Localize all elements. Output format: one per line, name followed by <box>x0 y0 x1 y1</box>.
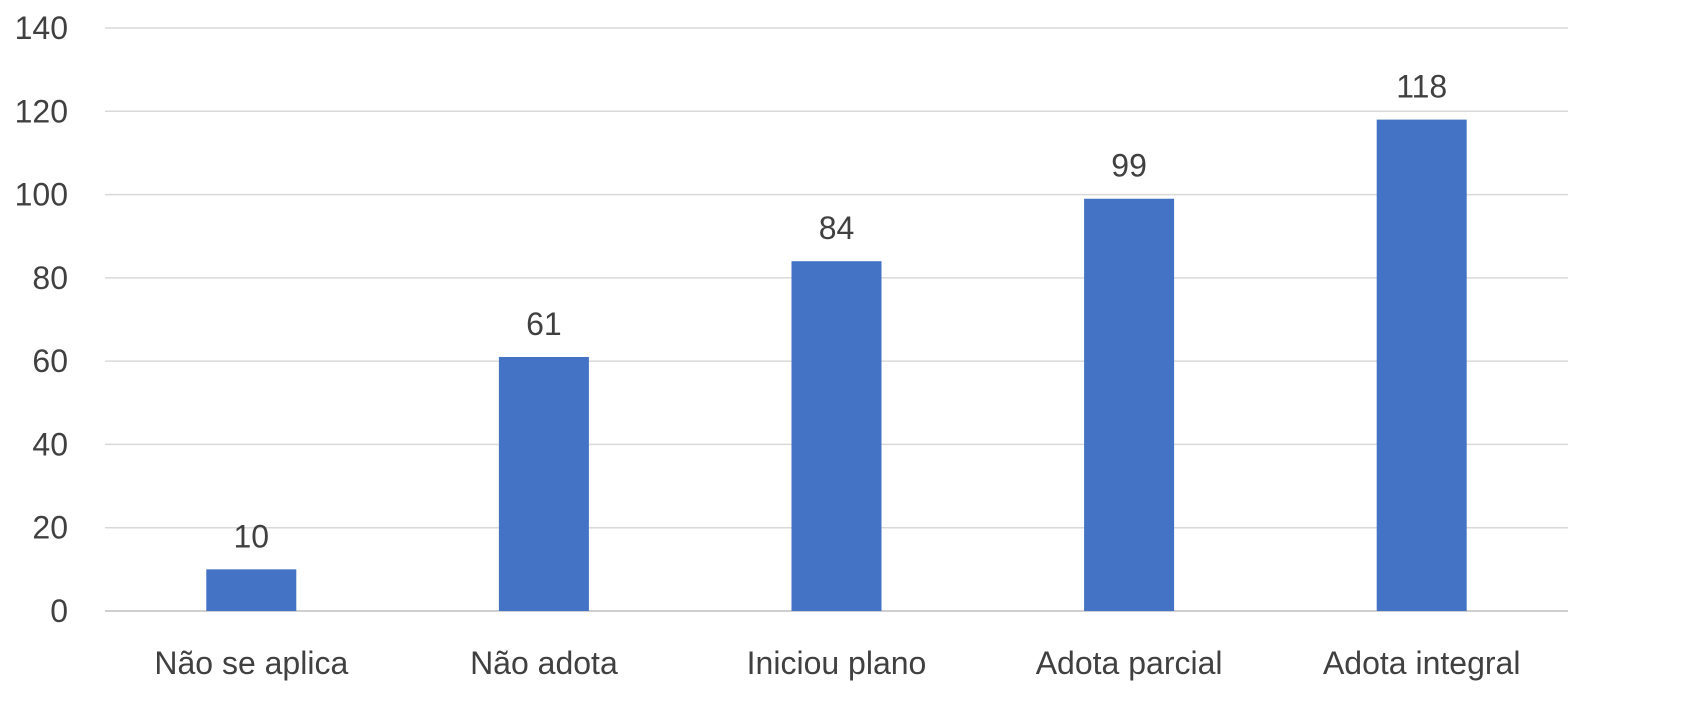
data-label: 118 <box>1396 69 1447 105</box>
data-label: 61 <box>526 306 562 342</box>
data-label: 84 <box>819 210 855 246</box>
bars <box>206 119 1467 611</box>
data-labels: 10 61 84 99 118 <box>234 69 1448 555</box>
bar <box>1084 198 1175 611</box>
data-label: 99 <box>1111 148 1147 184</box>
category-label: Não adota <box>470 645 618 681</box>
category-label: Adota parcial <box>1036 645 1223 681</box>
y-tick-label: 0 <box>50 593 68 629</box>
y-axis-ticks: 0 20 40 60 80 100 120 140 <box>15 10 68 629</box>
bar <box>498 356 589 611</box>
y-tick-label: 20 <box>32 510 68 546</box>
y-tick-label: 60 <box>32 343 68 379</box>
category-label: Iniciou plano <box>747 645 927 681</box>
x-axis-categories: Não se aplica Não adota Iniciou plano Adota… <box>154 645 1520 681</box>
y-tick-label: 40 <box>32 426 68 462</box>
y-tick-label: 120 <box>15 93 68 129</box>
category-label: Não se aplica <box>154 645 348 681</box>
data-label: 10 <box>234 518 270 554</box>
bar <box>206 569 297 611</box>
bar <box>791 261 882 611</box>
y-tick-label: 100 <box>15 177 68 213</box>
bar <box>1376 119 1467 611</box>
category-label: Adota integral <box>1323 645 1520 681</box>
y-tick-label: 80 <box>32 260 68 296</box>
y-tick-label: 140 <box>15 10 68 46</box>
